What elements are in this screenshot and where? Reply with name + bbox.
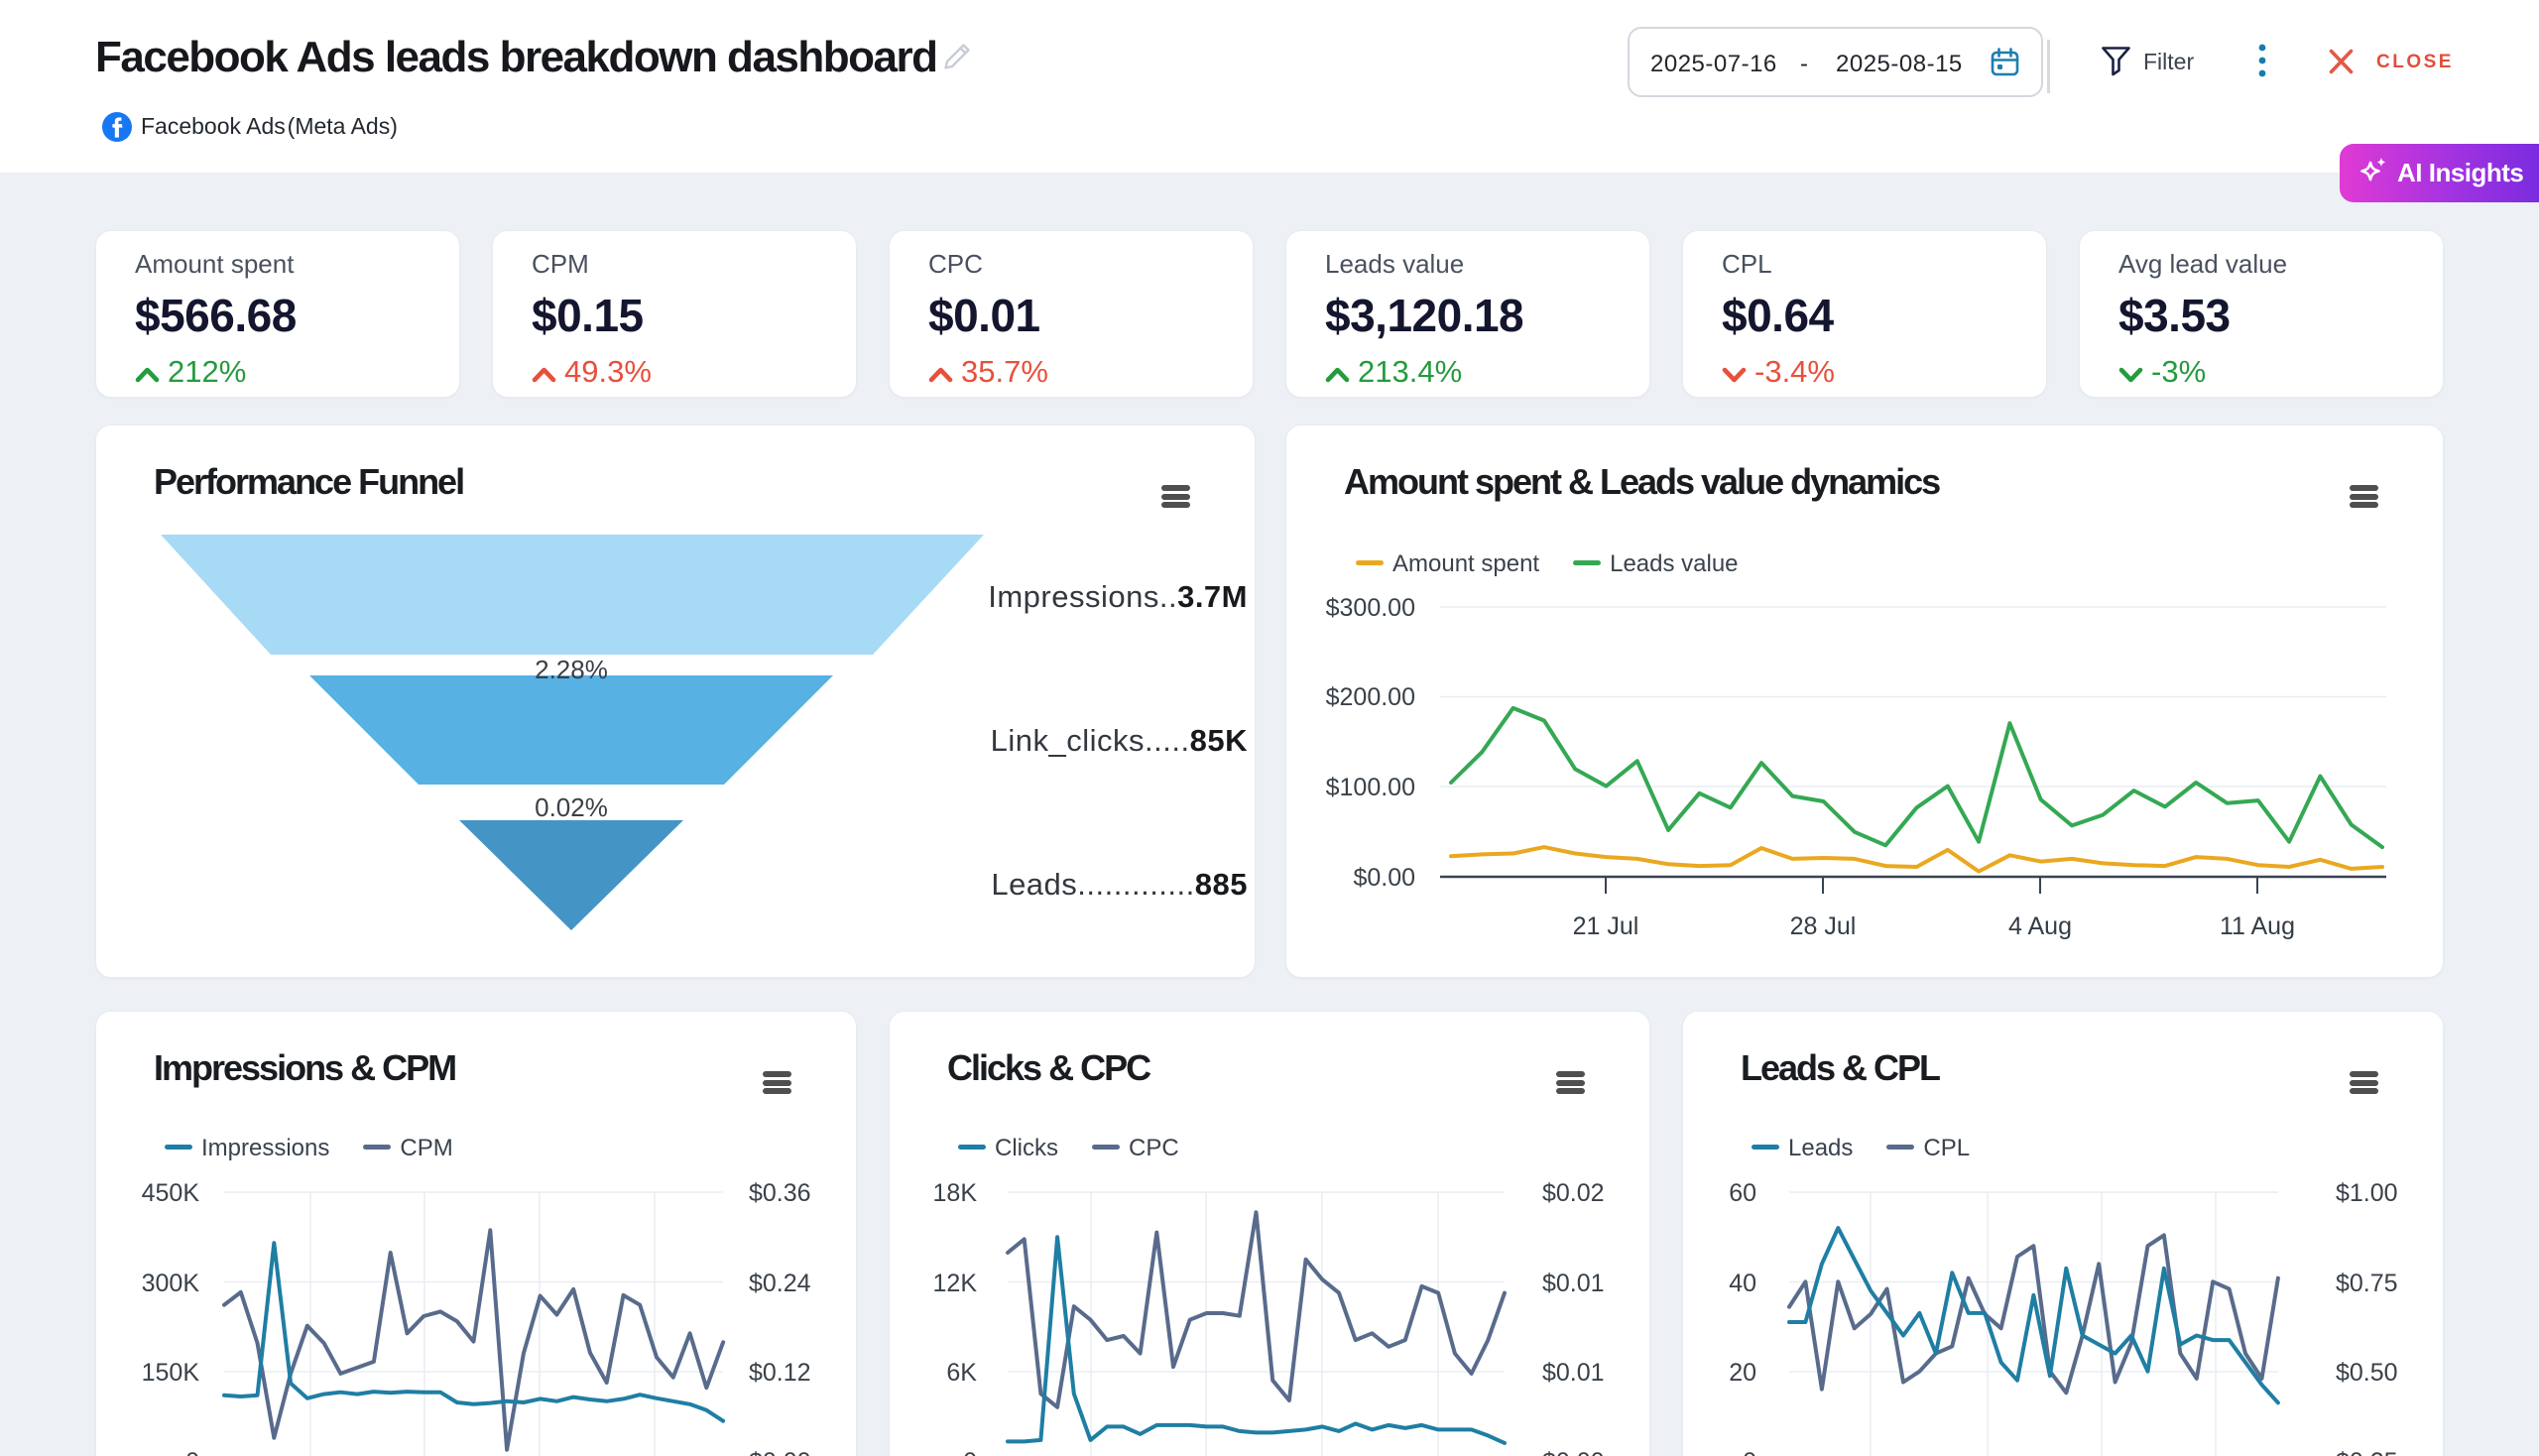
svg-text:$0.24: $0.24 xyxy=(749,1270,811,1297)
svg-text:$0.02: $0.02 xyxy=(1542,1179,1605,1207)
svg-text:0: 0 xyxy=(963,1448,977,1456)
svg-text:20: 20 xyxy=(1729,1359,1756,1387)
svg-text:21 Jul: 21 Jul xyxy=(1573,912,1639,940)
svg-text:Link_clicks.....85K: Link_clicks.....85K xyxy=(991,723,1248,758)
svg-text:$0.75: $0.75 xyxy=(2336,1270,2398,1297)
svg-text:$200.00: $200.00 xyxy=(1326,683,1415,711)
svg-text:18K: 18K xyxy=(933,1179,978,1207)
svg-text:Leads.............885: Leads.............885 xyxy=(991,867,1248,902)
svg-text:$100.00: $100.00 xyxy=(1326,774,1415,801)
svg-text:$0.00: $0.00 xyxy=(1542,1448,1605,1456)
svg-text:11 Aug: 11 Aug xyxy=(2220,912,2295,940)
svg-text:450K: 450K xyxy=(142,1179,200,1207)
svg-text:$0.25: $0.25 xyxy=(2336,1448,2398,1456)
svg-text:$0.00: $0.00 xyxy=(749,1448,811,1456)
svg-text:60: 60 xyxy=(1729,1179,1756,1207)
svg-text:$0.00: $0.00 xyxy=(1353,864,1415,892)
svg-text:2.28%: 2.28% xyxy=(535,655,608,684)
svg-text:$1.00: $1.00 xyxy=(2336,1179,2398,1207)
svg-text:12K: 12K xyxy=(933,1270,978,1297)
svg-text:40: 40 xyxy=(1729,1270,1756,1297)
svg-text:$0.12: $0.12 xyxy=(749,1359,811,1387)
svg-text:4 Aug: 4 Aug xyxy=(2008,912,2072,940)
svg-text:28 Jul: 28 Jul xyxy=(1790,912,1857,940)
svg-text:0: 0 xyxy=(185,1448,199,1456)
svg-text:0: 0 xyxy=(1743,1448,1756,1456)
svg-text:$0.50: $0.50 xyxy=(2336,1359,2398,1387)
svg-text:$0.01: $0.01 xyxy=(1542,1359,1605,1387)
svg-text:$0.01: $0.01 xyxy=(1542,1270,1605,1297)
svg-text:$0.36: $0.36 xyxy=(749,1179,811,1207)
svg-text:150K: 150K xyxy=(142,1359,200,1387)
svg-text:Impressions..3.7M: Impressions..3.7M xyxy=(988,579,1248,614)
svg-text:6K: 6K xyxy=(946,1359,977,1387)
svg-text:0.02%: 0.02% xyxy=(535,792,608,822)
svg-text:300K: 300K xyxy=(142,1270,200,1297)
svg-text:$300.00: $300.00 xyxy=(1326,594,1415,622)
